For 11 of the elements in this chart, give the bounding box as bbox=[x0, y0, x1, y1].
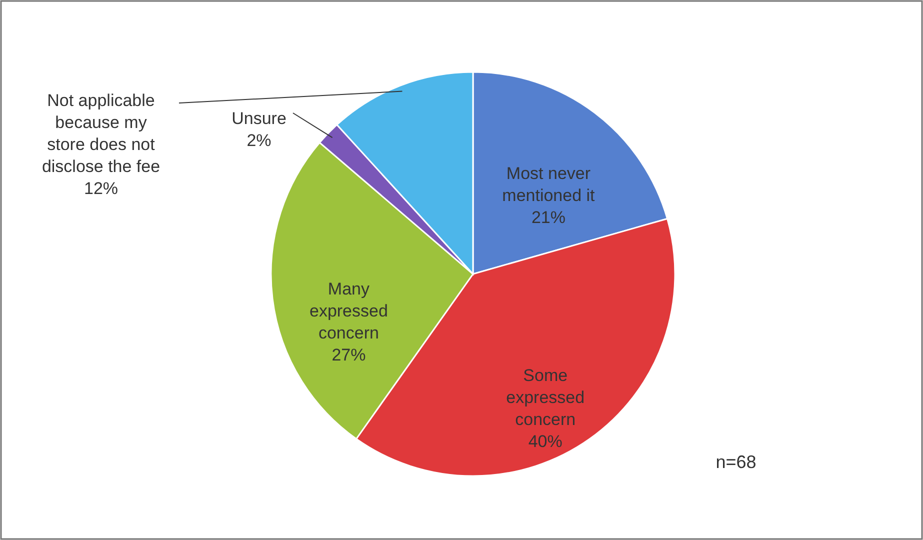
slice-label: Many expressed concern bbox=[309, 279, 388, 342]
slice-label: Some expressed concern bbox=[506, 366, 585, 430]
data-label: 40% bbox=[528, 432, 562, 452]
data-label: 21% bbox=[531, 208, 566, 228]
data-label: 2% bbox=[246, 131, 272, 150]
slice-label: Not applicable because my store does not disclose the fee bbox=[42, 91, 160, 176]
data-label: 27% bbox=[332, 345, 366, 364]
slice-label: Most never mentioned it bbox=[502, 164, 596, 206]
data-label: 12% bbox=[84, 179, 118, 198]
slice-label: Unsure bbox=[232, 109, 286, 128]
text: n=68 bbox=[716, 452, 756, 472]
